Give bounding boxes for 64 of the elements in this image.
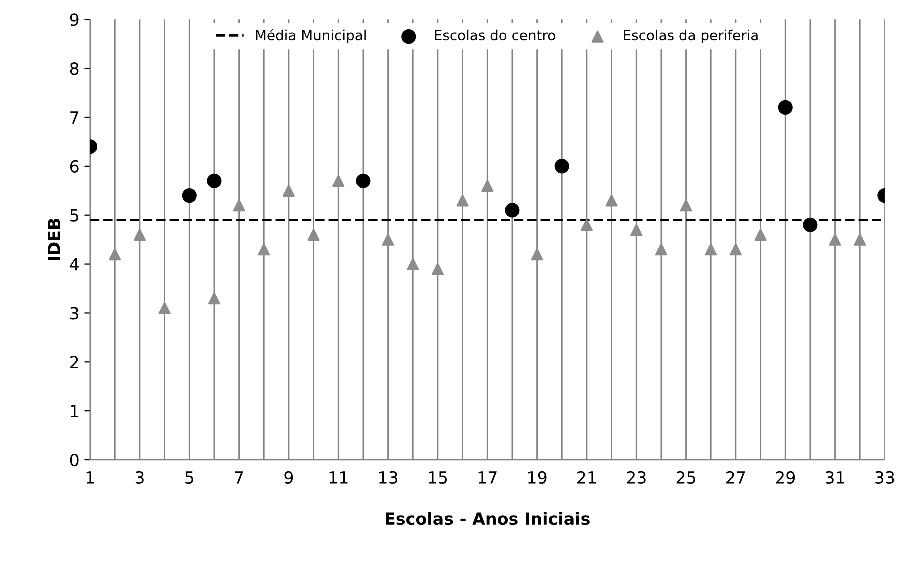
point: [134, 228, 146, 242]
y-tick-label: 4: [70, 258, 79, 271]
x-tick-label: 11: [330, 472, 348, 484]
x-tick-label: 15: [429, 472, 448, 484]
y-tick-label: 3: [70, 307, 79, 320]
x-tick-label: 33: [876, 471, 894, 484]
x-tick-label: 31: [826, 471, 844, 484]
y-tick-label: 2: [70, 356, 78, 368]
point: [207, 174, 222, 188]
x-axis-title: Escolas - Anos Iniciais: [386, 512, 590, 526]
point: [407, 258, 420, 270]
y-axis-title: IDEB: [48, 218, 60, 260]
legend-label: Escolas do centro: [435, 30, 556, 41]
x-tick-label: 1: [86, 472, 94, 484]
point: [680, 200, 692, 212]
y-tick-label: 5: [70, 210, 78, 222]
point: [356, 174, 371, 188]
point: [208, 292, 221, 305]
y-tick-label: 6: [70, 160, 79, 173]
point: [482, 180, 494, 192]
x-tick-label: 23: [627, 471, 646, 484]
point: [803, 218, 818, 232]
point: [655, 244, 668, 256]
x-tick-label: 27: [726, 471, 746, 484]
point: [182, 188, 197, 204]
y-tick-label: 7: [70, 112, 78, 124]
x-tick-label: 21: [578, 471, 596, 484]
point: [754, 228, 767, 242]
x-tick-label: 5: [186, 472, 194, 484]
point: [829, 234, 842, 246]
x-tick-label: 17: [478, 472, 497, 484]
point: [109, 248, 122, 261]
point: [854, 234, 866, 246]
point: [332, 175, 345, 188]
point: [382, 234, 394, 246]
y-tick-label: 8: [70, 62, 79, 76]
x-tick-label: 3: [136, 471, 144, 484]
point: [630, 224, 643, 236]
point: [730, 244, 742, 256]
point: [308, 228, 320, 242]
point: [282, 184, 296, 197]
point: [531, 248, 544, 261]
legend-label: Média Municipal: [256, 29, 366, 44]
x-tick-label: 29: [776, 471, 796, 484]
x-tick-label: 25: [676, 471, 696, 484]
point: [554, 159, 570, 174]
point: [505, 203, 520, 218]
x-tick-label: 7: [235, 472, 244, 484]
point: [705, 244, 718, 256]
y-tick-label: 0: [70, 454, 79, 467]
y-tick-label: 1: [71, 405, 78, 418]
x-tick-label: 13: [380, 471, 398, 484]
x-tick-label: 9: [284, 471, 294, 484]
point: [606, 194, 618, 207]
point: [456, 194, 469, 207]
point: [432, 263, 444, 276]
point: [158, 302, 171, 314]
x-tick-label: 19: [528, 471, 547, 484]
point: [580, 219, 594, 232]
point: [258, 244, 270, 256]
point: [778, 100, 793, 115]
legend-label: Escolas da periferia: [624, 30, 758, 44]
y-tick-label: 9: [70, 14, 79, 26]
point: [233, 200, 246, 212]
